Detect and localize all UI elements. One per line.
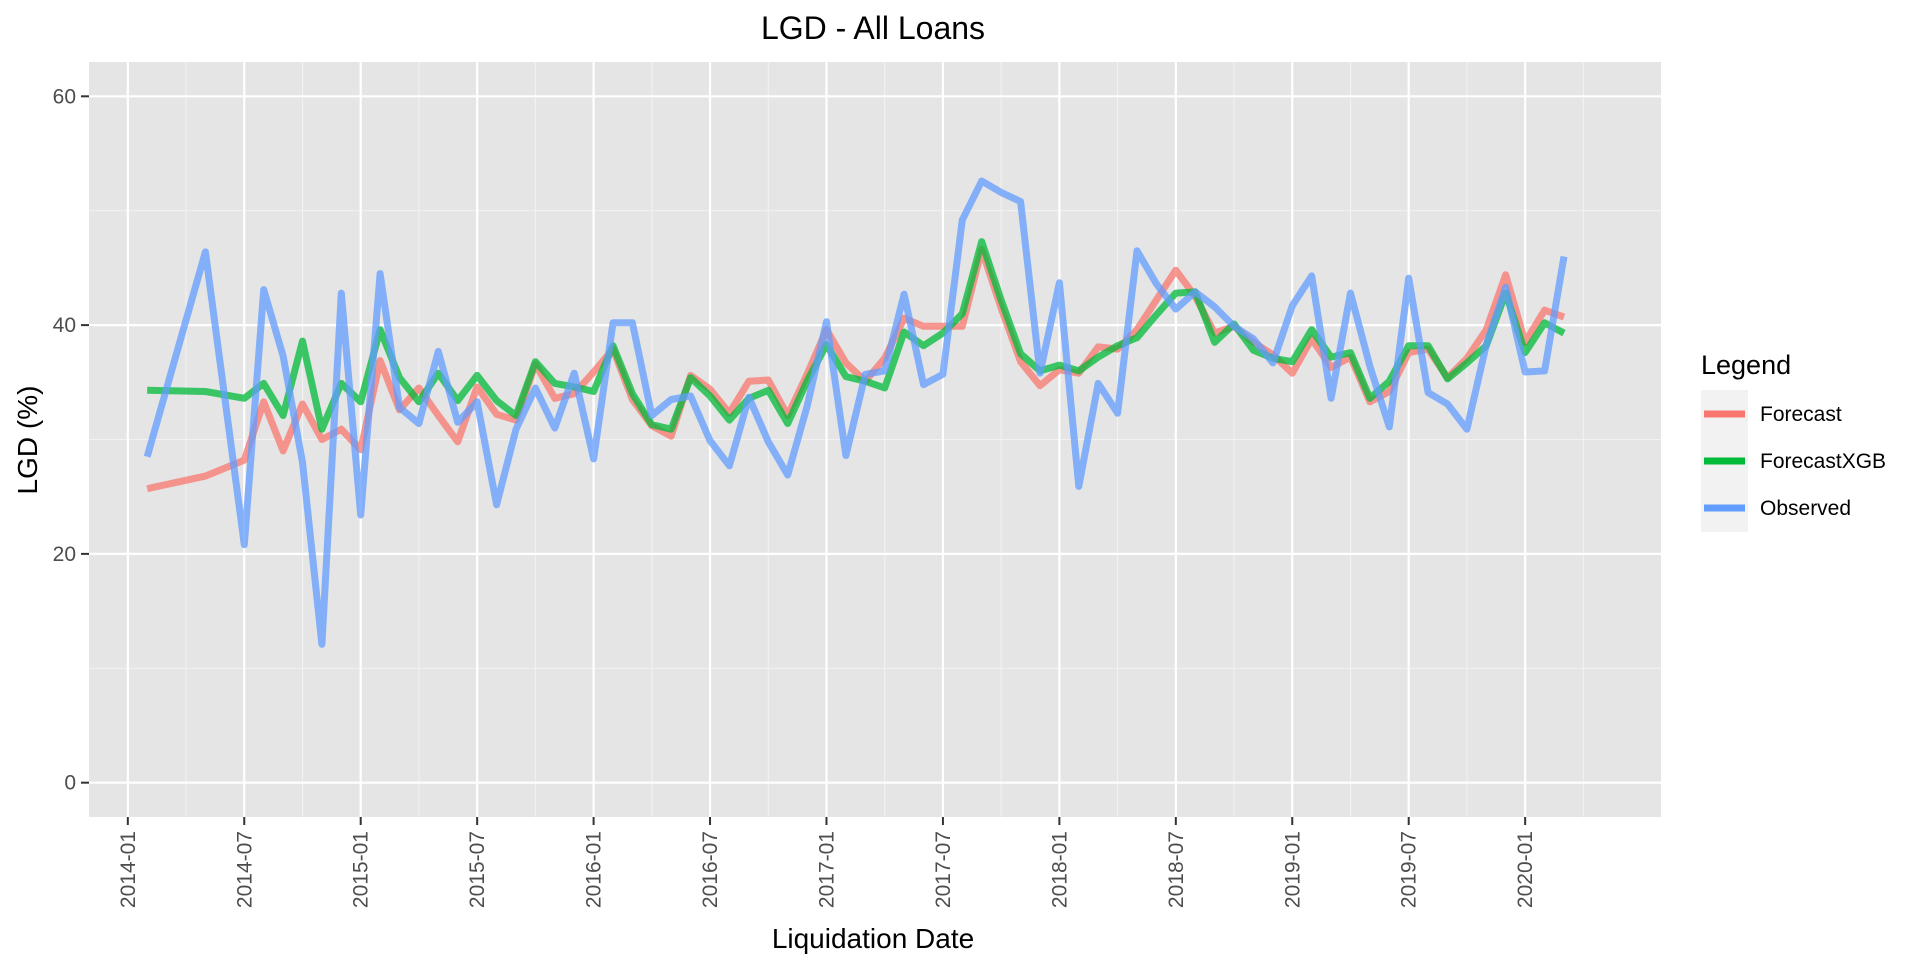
x-axis: 2014-01 2014-07 2015-01 2015-07 2016-01 2016-… xyxy=(117,817,1537,908)
series-lines xyxy=(143,177,1568,648)
x-tick-label: 2018-01 xyxy=(1048,831,1071,908)
legend-label-observed: Observed xyxy=(1760,497,1851,520)
x-tick-label: 2017-01 xyxy=(815,831,838,908)
y-axis: 0 20 40 60 xyxy=(53,85,89,795)
x-tick-label: 2016-07 xyxy=(699,831,722,908)
x-tick-label: 2016-01 xyxy=(583,831,606,908)
y-tick-label: 40 xyxy=(53,314,76,337)
x-tick-label: 2015-01 xyxy=(350,831,373,908)
x-tick-label: 2015-07 xyxy=(466,831,489,908)
y-tick-label: 60 xyxy=(53,85,76,108)
x-tick-label: 2019-07 xyxy=(1398,831,1421,908)
series-line-observed xyxy=(143,177,1568,648)
y-tick-label: 0 xyxy=(64,772,76,795)
x-tick-label: 2019-01 xyxy=(1281,831,1304,908)
legend-label-forecast: Forecast xyxy=(1760,403,1842,426)
x-tick-label: 2017-07 xyxy=(932,831,955,908)
y-axis-title: LGD (%) xyxy=(12,386,43,495)
y-tick-label: 20 xyxy=(53,543,76,566)
x-tick-label: 2018-07 xyxy=(1165,831,1188,908)
legend-label-forecastxgb: ForecastXGB xyxy=(1760,450,1886,473)
x-tick-label: 2014-07 xyxy=(233,831,256,908)
major-gridlines xyxy=(89,62,1661,817)
chart-title: LGD - All Loans xyxy=(761,10,985,46)
x-axis-title: Liquidation Date xyxy=(772,923,974,954)
x-tick-label: 2014-01 xyxy=(117,831,140,908)
legend-title: Legend xyxy=(1701,350,1791,380)
minor-gridlines xyxy=(89,62,1661,817)
legend: Legend Forecast ForecastXGB Observed xyxy=(1701,350,1886,532)
x-tick-label: 2020-01 xyxy=(1514,831,1537,908)
